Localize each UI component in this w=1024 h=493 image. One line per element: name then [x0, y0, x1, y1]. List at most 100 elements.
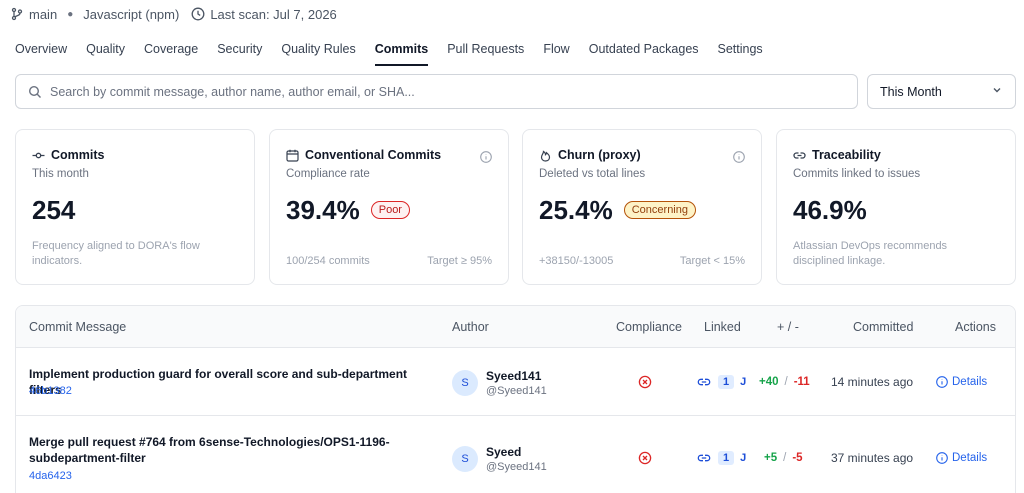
churn-card: Churn (proxy) Deleted vs total lines 25.… — [522, 129, 762, 285]
period-select-value: This Month — [880, 84, 942, 99]
churn-lines: +38150/-13005 — [539, 255, 614, 267]
git-branch-icon — [10, 7, 24, 21]
details-button[interactable]: Details — [936, 452, 987, 464]
commit-sha-link[interactable]: 46b1382 — [29, 385, 72, 397]
linked-issue-tag[interactable]: J — [740, 452, 747, 464]
info-icon — [936, 452, 948, 464]
tab-overview[interactable]: Overview — [15, 42, 68, 56]
conventional-card-subtitle: Compliance rate — [286, 168, 370, 180]
commits-card-subtitle: This month — [32, 168, 89, 180]
author-name: Syeed — [486, 445, 522, 459]
traceability-card-value: 46.9% — [793, 195, 867, 226]
info-icon[interactable] — [480, 150, 492, 163]
author-handle: @Syeed141 — [486, 461, 547, 473]
line-changes: +5 / -5 — [764, 452, 803, 464]
tab-settings[interactable]: Settings — [717, 42, 763, 56]
commit-author: S Syeed @Syeed141 — [452, 445, 547, 473]
tab-commits[interactable]: Commits — [374, 36, 429, 66]
header-compliance[interactable]: Compliance — [616, 320, 683, 334]
details-button[interactable]: Details — [936, 376, 987, 388]
deletions-count: -5 — [792, 452, 803, 464]
traceability-card-title: Traceability — [812, 148, 881, 162]
traceability-rate: 46.9% — [793, 195, 867, 225]
flame-icon — [539, 149, 552, 162]
branch-name: main — [29, 6, 58, 22]
tab-security[interactable]: Security — [217, 42, 263, 56]
commit-message: Implement production guard for overall s… — [29, 367, 408, 397]
tab-quality-rules[interactable]: Quality Rules — [281, 42, 356, 56]
details-label: Details — [952, 452, 988, 464]
churn-card-header: Churn (proxy) — [539, 148, 641, 162]
tab-coverage[interactable]: Coverage — [144, 42, 199, 56]
tab-quality[interactable]: Quality — [86, 42, 125, 56]
status-badge-poor: Poor — [370, 200, 410, 219]
linked-issues: 1 J — [697, 451, 746, 465]
commits-card: Commits This month 254 Frequency aligned… — [15, 129, 255, 285]
commit-message: Merge pull request #764 from 6sense-Tech… — [29, 435, 390, 465]
link-icon[interactable] — [697, 451, 711, 465]
linked-issues: 1 J — [697, 375, 746, 389]
header-author[interactable]: Author — [452, 320, 489, 334]
linked-issue-tag[interactable]: J — [740, 376, 747, 388]
commits-count: 254 — [32, 195, 76, 225]
avatar: S — [452, 446, 478, 472]
repo-meta-bar: main ● Javascript (npm) Last scan: Jul 7… — [10, 5, 337, 23]
churn-card-title: Churn (proxy) — [558, 148, 641, 162]
calendar-icon — [286, 149, 299, 162]
status-badge-concerning: Concerning — [623, 200, 696, 219]
avatar: S — [452, 370, 478, 396]
committed-time: 37 minutes ago — [831, 451, 914, 465]
x-circle-icon — [638, 375, 652, 389]
conventional-card-footer: 100/254 commits Target ≥ 95% — [286, 255, 492, 267]
conventional-card-header: Conventional Commits — [286, 148, 441, 162]
commits-card-header: Commits — [32, 148, 104, 162]
table-row[interactable]: Merge pull request #764 from 6sense-Tech… — [16, 416, 1015, 493]
tab-outdated-packages[interactable]: Outdated Packages — [588, 42, 699, 56]
changes-separator: / — [784, 376, 788, 388]
commits-card-note: Frequency aligned to DORA's flow indicat… — [32, 240, 200, 267]
traceability-card-note: Atlassian DevOps recommends disciplined … — [793, 240, 948, 267]
x-circle-icon — [638, 451, 652, 465]
churn-card-value: 25.4% Concerning — [539, 195, 696, 226]
info-icon[interactable] — [733, 150, 745, 163]
tab-flow[interactable]: Flow — [543, 42, 570, 56]
deletions-count: -11 — [793, 376, 810, 388]
language-label: Javascript (npm) — [83, 6, 180, 22]
header-churn[interactable]: + / - — [777, 320, 799, 334]
last-scan-label: Last scan: Jul 7, 2026 — [210, 6, 337, 22]
commit-sha-link[interactable]: 4da6423 — [29, 470, 72, 482]
commits-card-value: 254 — [32, 195, 75, 226]
link-icon[interactable] — [697, 375, 711, 389]
compliant-commits-count: 100/254 commits — [286, 255, 370, 267]
table-header: Commit Message Author Compliance Linked … — [16, 306, 1015, 348]
additions-count: +40 — [759, 376, 779, 388]
traceability-card: Traceability Commits linked to issues 46… — [776, 129, 1016, 285]
traceability-card-header: Traceability — [793, 148, 881, 162]
git-commit-icon — [32, 149, 45, 162]
period-select[interactable]: This Month — [867, 74, 1016, 109]
commits-card-title: Commits — [51, 148, 105, 162]
commits-table: Commit Message Author Compliance Linked … — [15, 305, 1016, 493]
meta-separator: ● — [67, 8, 74, 20]
compliance-target: Target ≥ 95% — [427, 255, 492, 267]
link-icon — [793, 149, 806, 162]
committed-time: 14 minutes ago — [831, 375, 914, 389]
tab-bar: Overview Quality Coverage Security Quali… — [15, 36, 782, 66]
churn-card-footer: +38150/-13005 Target < 15% — [539, 255, 745, 267]
table-row[interactable]: Implement production guard for overall s… — [16, 348, 1015, 416]
header-linked[interactable]: Linked — [704, 320, 741, 334]
clock-icon — [191, 7, 205, 21]
compliance-rate: 39.4% — [286, 195, 360, 225]
linked-count-badge: 1 — [718, 375, 735, 389]
info-icon — [936, 376, 948, 388]
header-committed[interactable]: Committed — [853, 320, 914, 334]
commit-author: S Syeed141 @Syeed141 — [452, 369, 547, 397]
search-input[interactable] — [50, 84, 830, 99]
details-label: Details — [952, 376, 988, 388]
header-commit-message[interactable]: Commit Message — [29, 320, 127, 334]
chevron-down-icon — [991, 84, 1003, 99]
linked-count-badge: 1 — [718, 451, 735, 465]
author-name: Syeed141 — [486, 369, 542, 383]
conventional-commits-card: Conventional Commits Compliance rate 39.… — [269, 129, 509, 285]
tab-pull-requests[interactable]: Pull Requests — [447, 42, 525, 56]
